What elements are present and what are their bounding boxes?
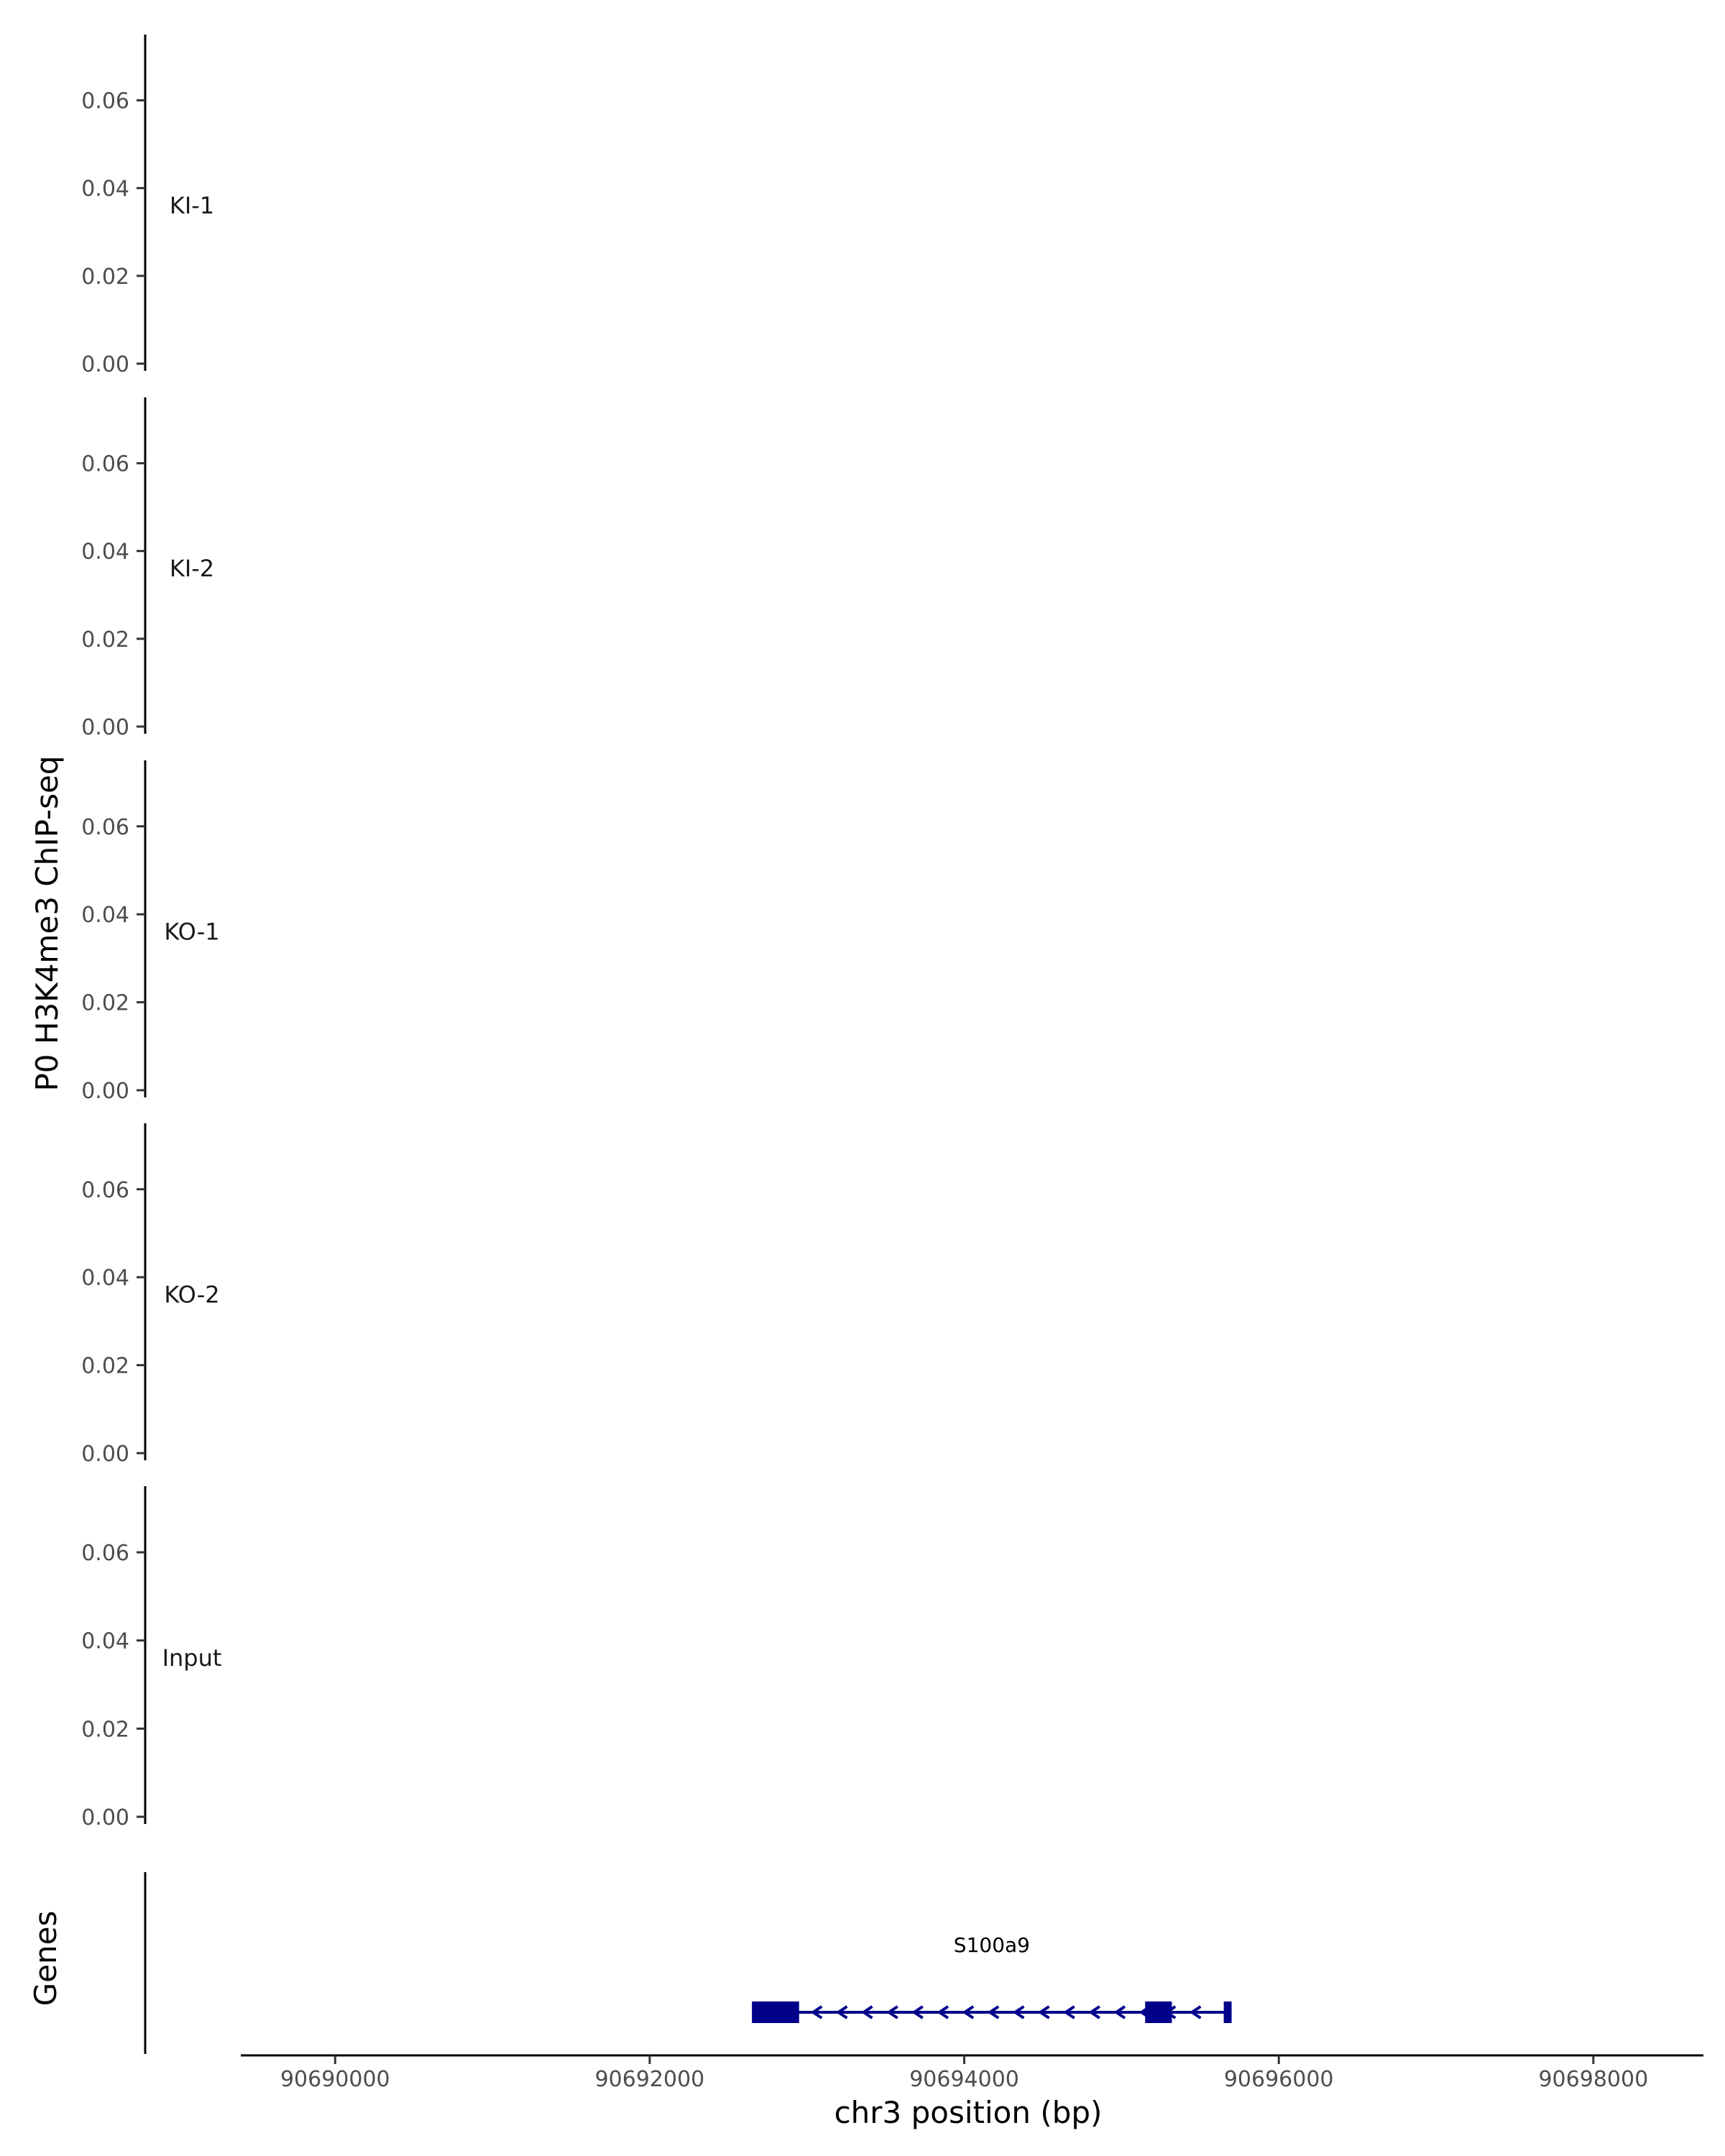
x-axis-title: chr3 position (bp) [834, 2095, 1103, 2130]
y-tick-label: 0.06 [81, 1178, 129, 1203]
x-tick-label: 90690000 [280, 2067, 390, 2092]
y-tick-label: 0.02 [81, 627, 129, 653]
x-tick-label: 90694000 [909, 2067, 1019, 2092]
y-tick-label: 0.00 [81, 1805, 129, 1830]
gene-exon [752, 2001, 799, 2023]
strand-arrow [835, 2005, 848, 2019]
strand-arrow [1113, 2005, 1126, 2019]
track-label-ko-1: KO-1 [164, 918, 219, 946]
y-tick-label: 0.04 [81, 1629, 129, 1654]
strand-arrow [987, 2005, 1000, 2019]
gene-track: S100a9 [144, 1872, 1232, 2054]
coverage-tracks: 0.00 0.02 0.04 0.06 KI-1 0.00 0.02 0.04 0.06 KI-2… [81, 34, 222, 1830]
gene-exon [1223, 2001, 1232, 2023]
strand-arrow [860, 2005, 873, 2019]
track-panel-input: 0.00 0.02 0.04 0.06 Input [81, 1486, 222, 1830]
y-tick-label: 0.00 [81, 1079, 129, 1104]
y-tick-label: 0.02 [81, 991, 129, 1016]
track-label-ki-2: KI-2 [170, 555, 214, 582]
y-tick-label: 0.02 [81, 1354, 129, 1379]
y-tick-label: 0.06 [81, 452, 129, 477]
x-tick-label: 90698000 [1538, 2067, 1648, 2092]
y-tick-label: 0.00 [81, 715, 129, 740]
x-axis: 90690000 90692000 90694000 90696000 90698000 [241, 2054, 1703, 2092]
strand-arrow [1088, 2005, 1100, 2019]
y-tick-label: 0.06 [81, 89, 129, 114]
y-tick-label: 0.04 [81, 177, 129, 202]
y-axis-title: P0 H3K4me3 ChIP-seq [29, 755, 65, 1091]
track-label-ki-1: KI-1 [170, 192, 214, 219]
gene-label: S100a9 [954, 1933, 1030, 1957]
y-tick-label: 0.00 [81, 352, 129, 377]
track-panel-ki-1: 0.00 0.02 0.04 0.06 KI-1 [81, 34, 214, 377]
gene-exon [1145, 2001, 1172, 2023]
y-tick-label: 0.02 [81, 1717, 129, 1742]
strand-arrow [1063, 2005, 1075, 2019]
y-tick-label: 0.02 [81, 264, 129, 290]
track-label-input: Input [162, 1644, 222, 1672]
strand-arrow [886, 2005, 898, 2019]
strand-arrow [1037, 2005, 1050, 2019]
track-panel-ko-2: 0.00 0.02 0.04 0.06 KO-2 [81, 1123, 220, 1467]
track-panel-ki-2: 0.00 0.02 0.04 0.06 KI-2 [81, 397, 214, 740]
strand-arrow [1189, 2005, 1202, 2019]
y-tick-label: 0.06 [81, 815, 129, 840]
y-tick-label: 0.04 [81, 540, 129, 565]
track-label-ko-2: KO-2 [164, 1281, 219, 1309]
strand-arrow [962, 2005, 975, 2019]
x-tick-label: 90692000 [595, 2067, 705, 2092]
genes-axis-title: Genes [28, 1911, 63, 2007]
x-tick-label: 90696000 [1224, 2067, 1334, 2092]
y-tick-label: 0.04 [81, 1266, 129, 1291]
y-tick-label: 0.00 [81, 1442, 129, 1467]
track-panel-ko-1: 0.00 0.02 0.04 0.06 KO-1 [81, 760, 220, 1104]
strand-arrow [810, 2005, 823, 2019]
y-tick-label: 0.04 [81, 903, 129, 928]
strand-arrow [1012, 2005, 1025, 2019]
strand-arrow [911, 2005, 924, 2019]
strand-arrow [937, 2005, 949, 2019]
y-tick-label: 0.06 [81, 1541, 129, 1566]
